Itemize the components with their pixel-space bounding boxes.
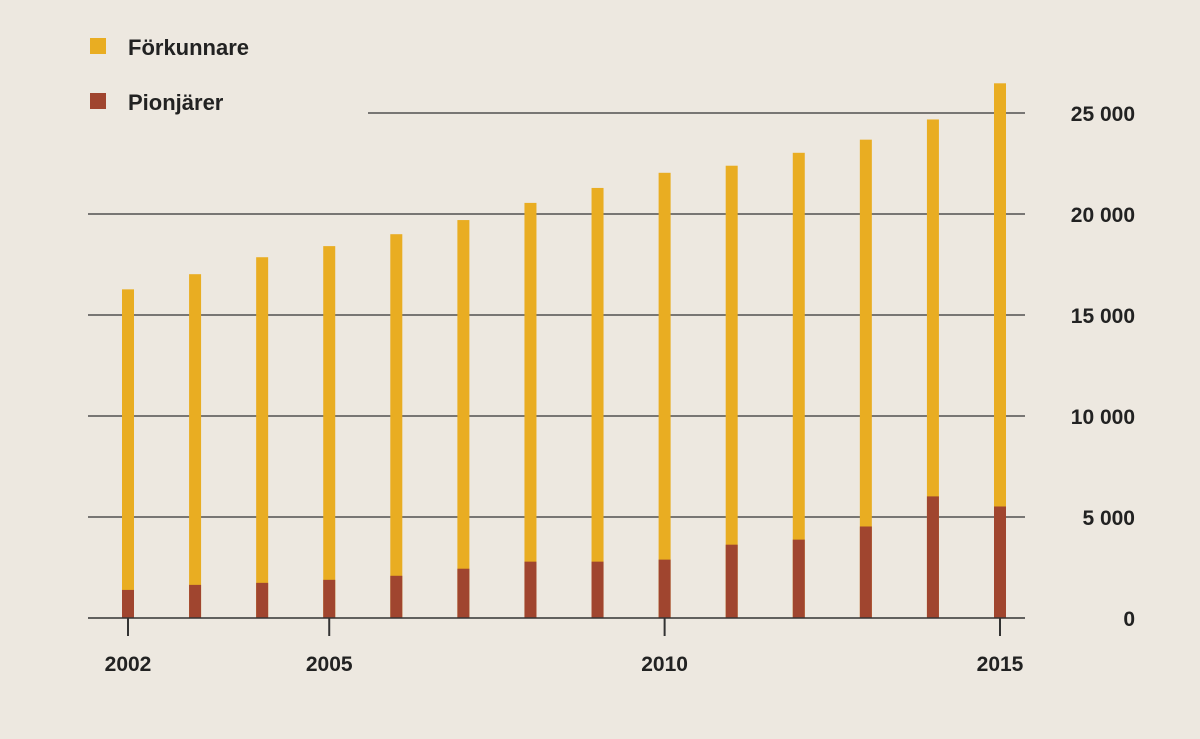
bar-forkunnare-2004 bbox=[256, 257, 269, 618]
x-tick-label: 2010 bbox=[641, 653, 688, 676]
bar-pionjarer-2008 bbox=[524, 561, 537, 618]
bar-forkunnare-2006 bbox=[390, 234, 403, 618]
x-tick-label: 2002 bbox=[105, 653, 152, 676]
y-tick-label: 15 000 bbox=[1071, 305, 1135, 328]
bar-pionjarer-2012 bbox=[792, 539, 805, 618]
bar-forkunnare-2015 bbox=[994, 83, 1006, 618]
bar-pionjarer-2003 bbox=[189, 584, 202, 618]
legend-label-forkunnare: Förkunnare bbox=[128, 35, 249, 60]
bar-pionjarer-2013 bbox=[859, 526, 872, 618]
y-tick-label: 25 000 bbox=[1071, 103, 1135, 126]
bar-forkunnare-2009 bbox=[591, 187, 604, 618]
legend: Förkunnare Pionjärer bbox=[90, 35, 249, 115]
y-tick-label: 10 000 bbox=[1071, 406, 1135, 429]
y-tick-label: 0 bbox=[1123, 608, 1135, 631]
bar-pionjarer-2004 bbox=[256, 582, 269, 618]
bar-pionjarer-2010 bbox=[658, 559, 671, 618]
bar-forkunnare-2011 bbox=[725, 165, 738, 619]
x-tick-label: 2005 bbox=[306, 653, 353, 676]
bar-pionjarer-2014 bbox=[926, 496, 939, 618]
bar-forkunnare-2005 bbox=[323, 246, 336, 619]
bar-forkunnare-2007 bbox=[457, 220, 470, 618]
y-tick-label: 20 000 bbox=[1071, 204, 1135, 227]
bar-pionjarer-2002 bbox=[122, 589, 134, 618]
bar-pionjarer-2006 bbox=[390, 575, 403, 618]
bar-forkunnare-2014 bbox=[926, 119, 939, 619]
bar-pionjarer-2005 bbox=[323, 579, 336, 618]
bar-pionjarer-2007 bbox=[457, 568, 470, 618]
bar-pionjarer-2011 bbox=[725, 544, 738, 618]
axes: 0 5 000 10 000 15 000 20 000 25 000 2002 2005 20… bbox=[88, 103, 1135, 676]
bar-forkunnare-2010 bbox=[658, 172, 671, 619]
bar-pionjarer-2015 bbox=[994, 506, 1006, 618]
bar-forkunnare-2003 bbox=[189, 274, 202, 618]
x-tick-label: 2015 bbox=[977, 653, 1024, 676]
bar-forkunnare-2002 bbox=[122, 289, 134, 618]
bars bbox=[122, 83, 1006, 619]
legend-swatch-pionjarer bbox=[90, 93, 106, 109]
bar-forkunnare-2013 bbox=[859, 139, 872, 618]
legend-label-pionjarer: Pionjärer bbox=[128, 90, 224, 115]
bar-forkunnare-2008 bbox=[524, 202, 537, 618]
gridlines bbox=[88, 112, 1025, 518]
bar-pionjarer-2009 bbox=[591, 561, 604, 618]
y-tick-label: 5 000 bbox=[1082, 507, 1135, 530]
legend-swatch-forkunnare bbox=[90, 38, 106, 54]
bar-forkunnare-2012 bbox=[792, 152, 805, 618]
